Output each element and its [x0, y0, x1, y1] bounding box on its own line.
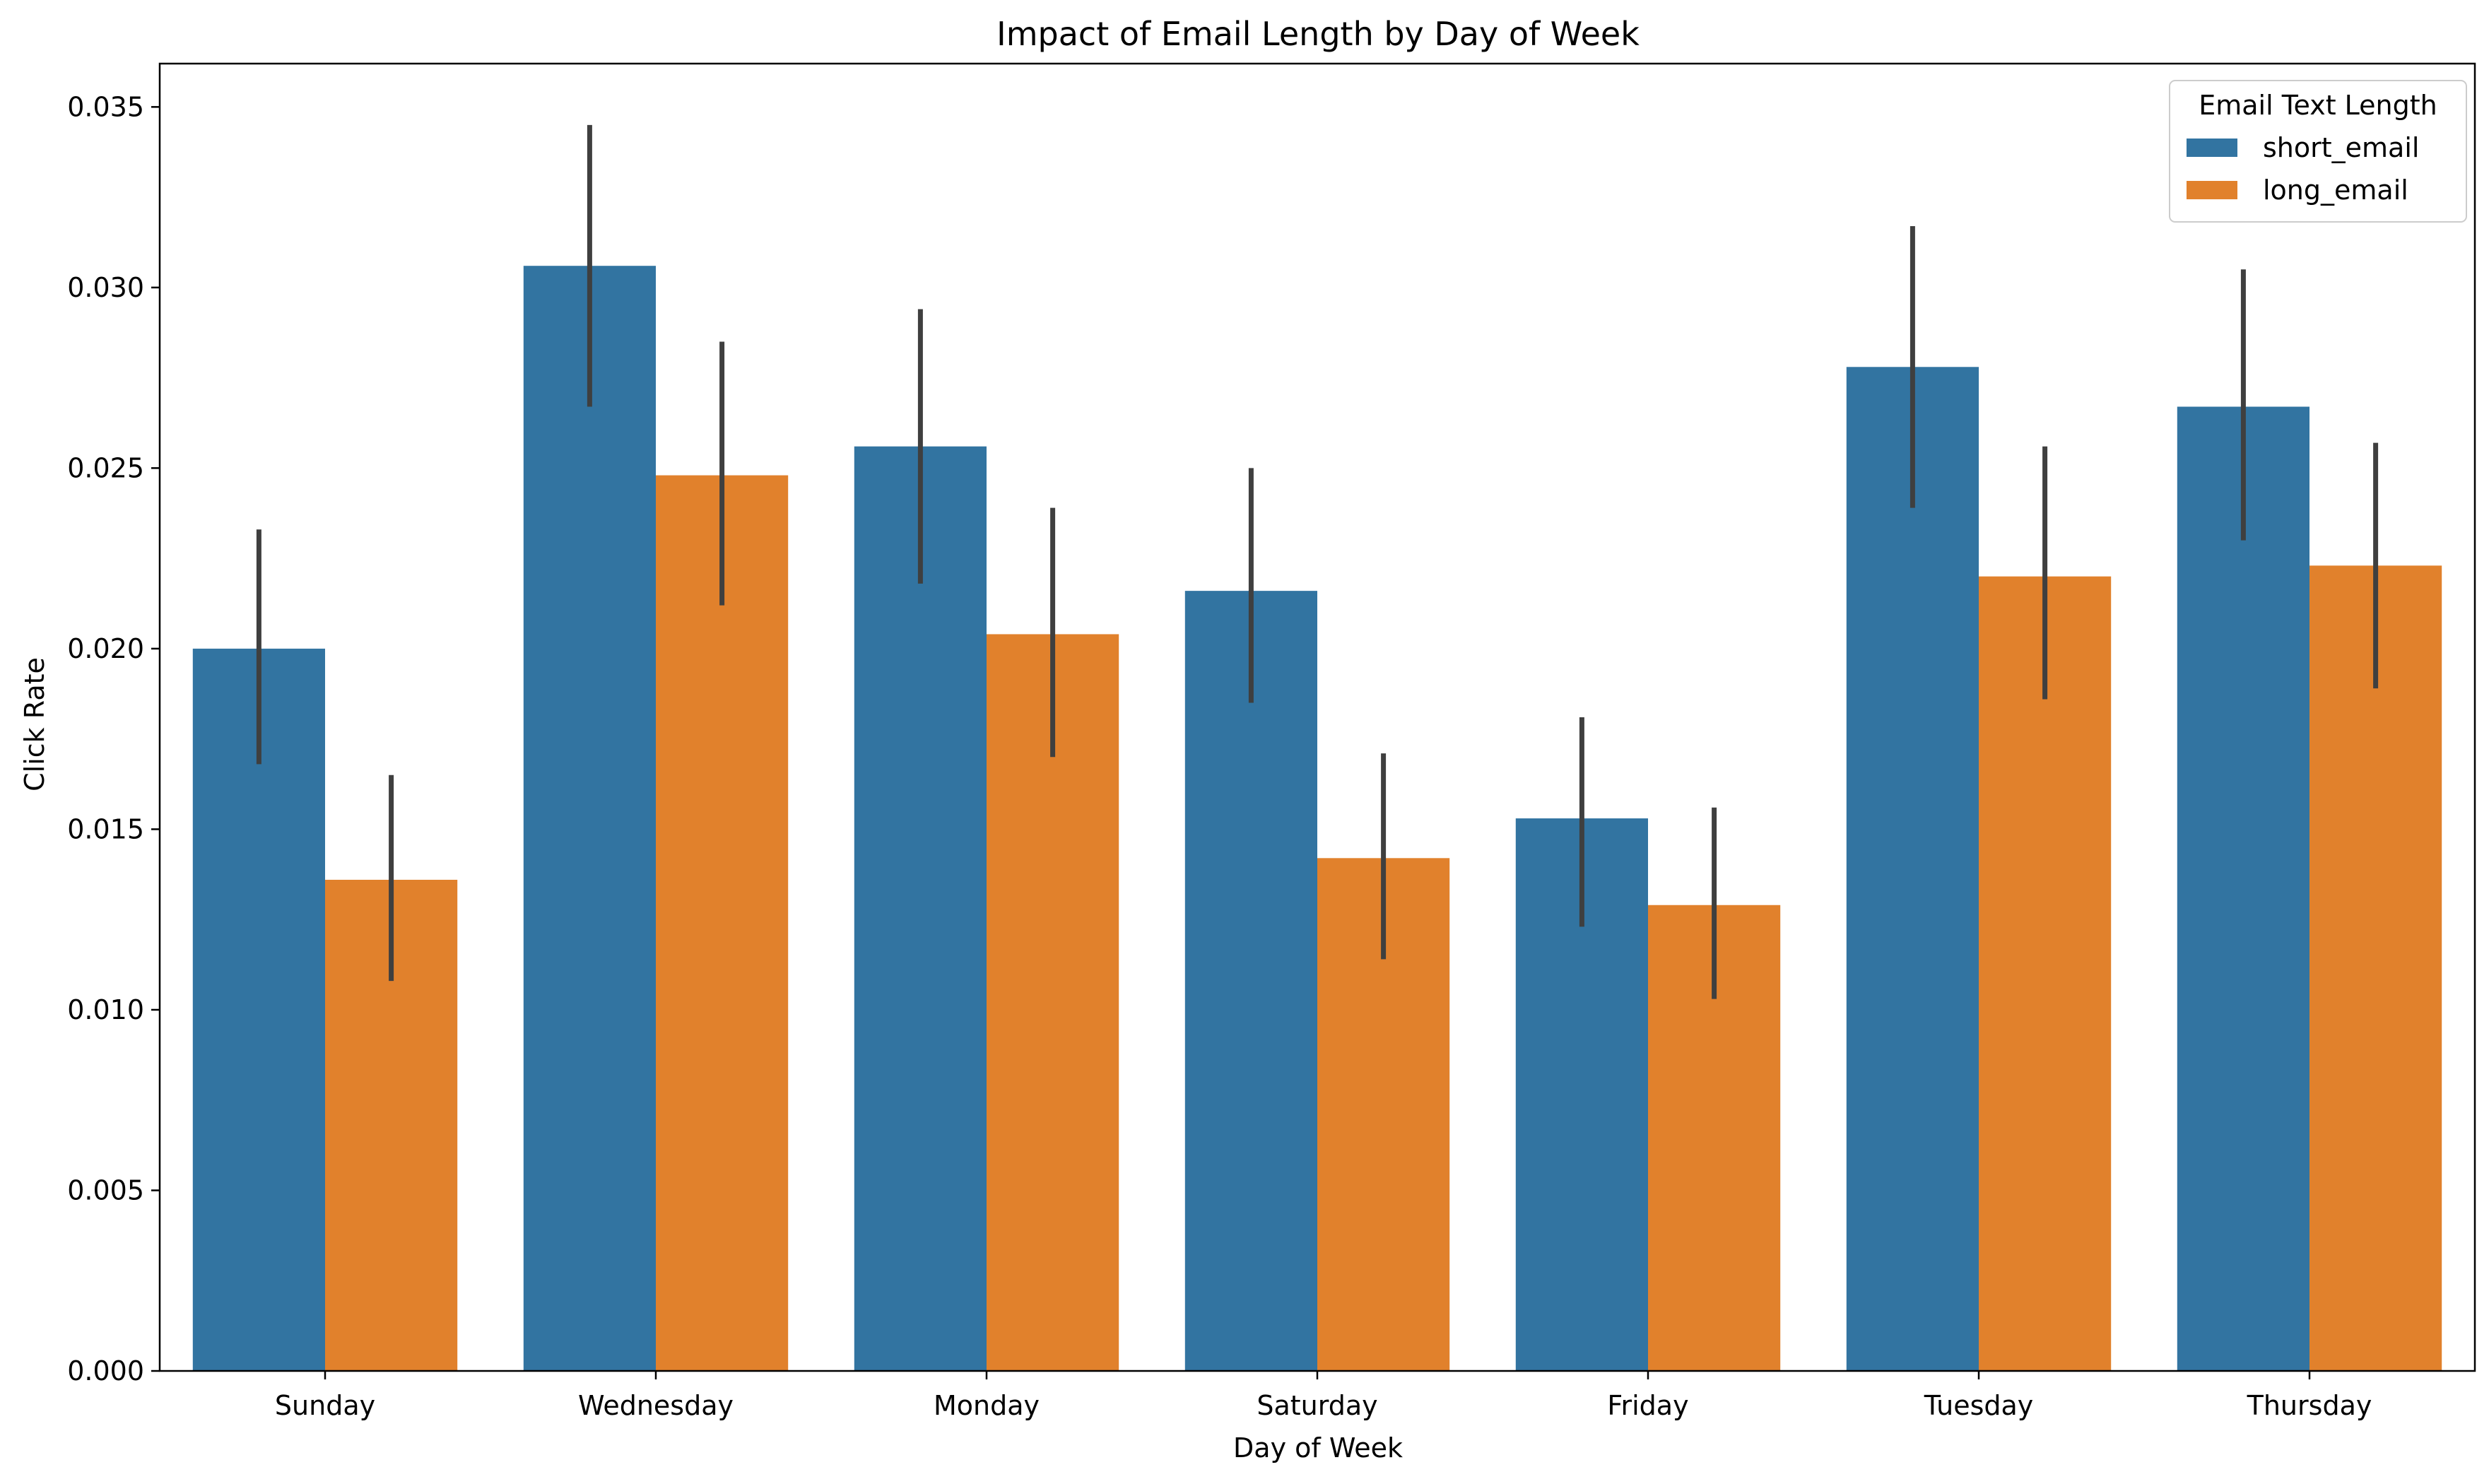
bar-tuesday-long-email: [1979, 576, 2112, 1371]
bar-sunday-short-email: [192, 648, 325, 1371]
y-tick-label: 0.000: [67, 1355, 144, 1386]
y-tick-label: 0.025: [67, 452, 144, 483]
plot-frame: [158, 62, 2476, 1372]
x-tick-label: Friday: [1607, 1390, 1688, 1421]
y-tick-label: 0.005: [67, 1174, 144, 1206]
legend: Email Text Length short_email long_email: [2169, 80, 2467, 223]
legend-title: Email Text Length: [2199, 90, 2437, 121]
x-tick-label: Tuesday: [1924, 1390, 2034, 1421]
x-tick-label: Wednesday: [578, 1390, 734, 1421]
y-tick-label: 0.020: [67, 633, 144, 664]
x-tick-label: Sunday: [275, 1390, 375, 1421]
x-tick-label: Thursday: [2247, 1390, 2372, 1421]
x-axis-label: Day of Week: [1233, 1432, 1403, 1464]
y-tick-label: 0.015: [67, 813, 144, 844]
bar-saturday-short-email: [1184, 591, 1317, 1371]
legend-frame: [2169, 80, 2467, 223]
bar-wednesday-long-email: [656, 475, 789, 1371]
legend-swatch-short-email: [2187, 139, 2237, 157]
bar-thursday-long-email: [2309, 565, 2442, 1371]
legend-label-short-email: short_email: [2263, 132, 2419, 163]
y-tick-label: 0.030: [67, 272, 144, 303]
x-tick-label: Saturday: [1257, 1390, 1377, 1421]
plot-area: Sunday Wednesday Monday Saturday Friday Tuesd…: [67, 91, 2442, 1421]
x-tick-label: Monday: [934, 1390, 1040, 1421]
legend-label-long-email: long_email: [2263, 175, 2408, 206]
bar-thursday-short-email: [2177, 406, 2309, 1371]
y-tick-label: 0.035: [67, 91, 144, 122]
legend-swatch-long-email: [2187, 181, 2237, 199]
chart-title: Impact of Email Length by Day of Week: [996, 15, 1640, 53]
bar-wednesday-short-email: [523, 266, 656, 1371]
y-axis-label: Click Rate: [19, 657, 50, 791]
y-tick-label: 0.010: [67, 994, 144, 1025]
bar-monday-short-email: [854, 446, 987, 1372]
bar-tuesday-short-email: [1846, 367, 1979, 1371]
